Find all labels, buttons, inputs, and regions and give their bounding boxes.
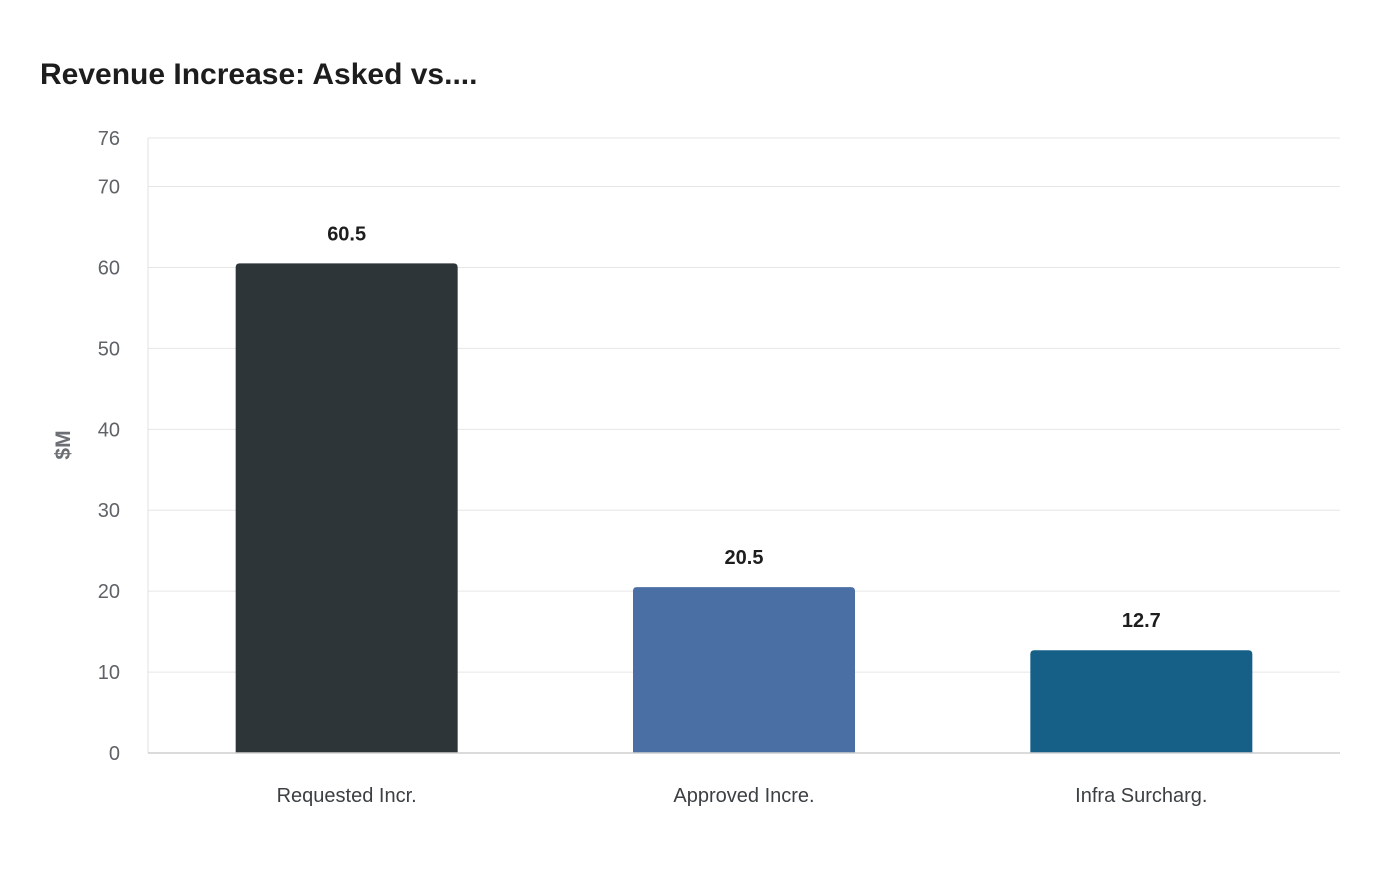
y-axis-title: $M — [52, 430, 75, 459]
x-tick-label: Infra Surcharg. — [1075, 785, 1207, 807]
x-tick-label: Approved Incre. — [673, 785, 814, 807]
data-labels: 60.5 20.5 12.7 — [327, 223, 1161, 632]
y-axis: 0 10 20 30 40 50 60 70 76 — [98, 128, 149, 765]
chart-title: Revenue Increase: Asked vs.... — [40, 58, 478, 91]
data-label: 60.5 — [327, 223, 366, 245]
y-tick-label: 70 — [98, 177, 120, 199]
data-label: 12.7 — [1122, 610, 1161, 632]
data-label: 20.5 — [725, 547, 764, 569]
y-tick-label: 40 — [98, 419, 120, 441]
y-tick-label: 60 — [98, 257, 120, 279]
bars — [235, 263, 1253, 753]
y-tick-label: 76 — [98, 128, 120, 150]
x-tick-label: Requested Incr. — [277, 785, 417, 807]
bar — [235, 263, 458, 753]
x-axis: Requested Incr. Approved Incre. Infra Surc… — [148, 752, 1340, 807]
y-tick-label: 10 — [98, 662, 120, 684]
y-tick-label: 20 — [98, 581, 120, 603]
y-tick-label: 30 — [98, 500, 120, 522]
bar — [1030, 650, 1253, 753]
y-tick-label: 50 — [98, 338, 120, 360]
y-tick-label: 0 — [109, 743, 120, 765]
bar — [633, 587, 855, 753]
